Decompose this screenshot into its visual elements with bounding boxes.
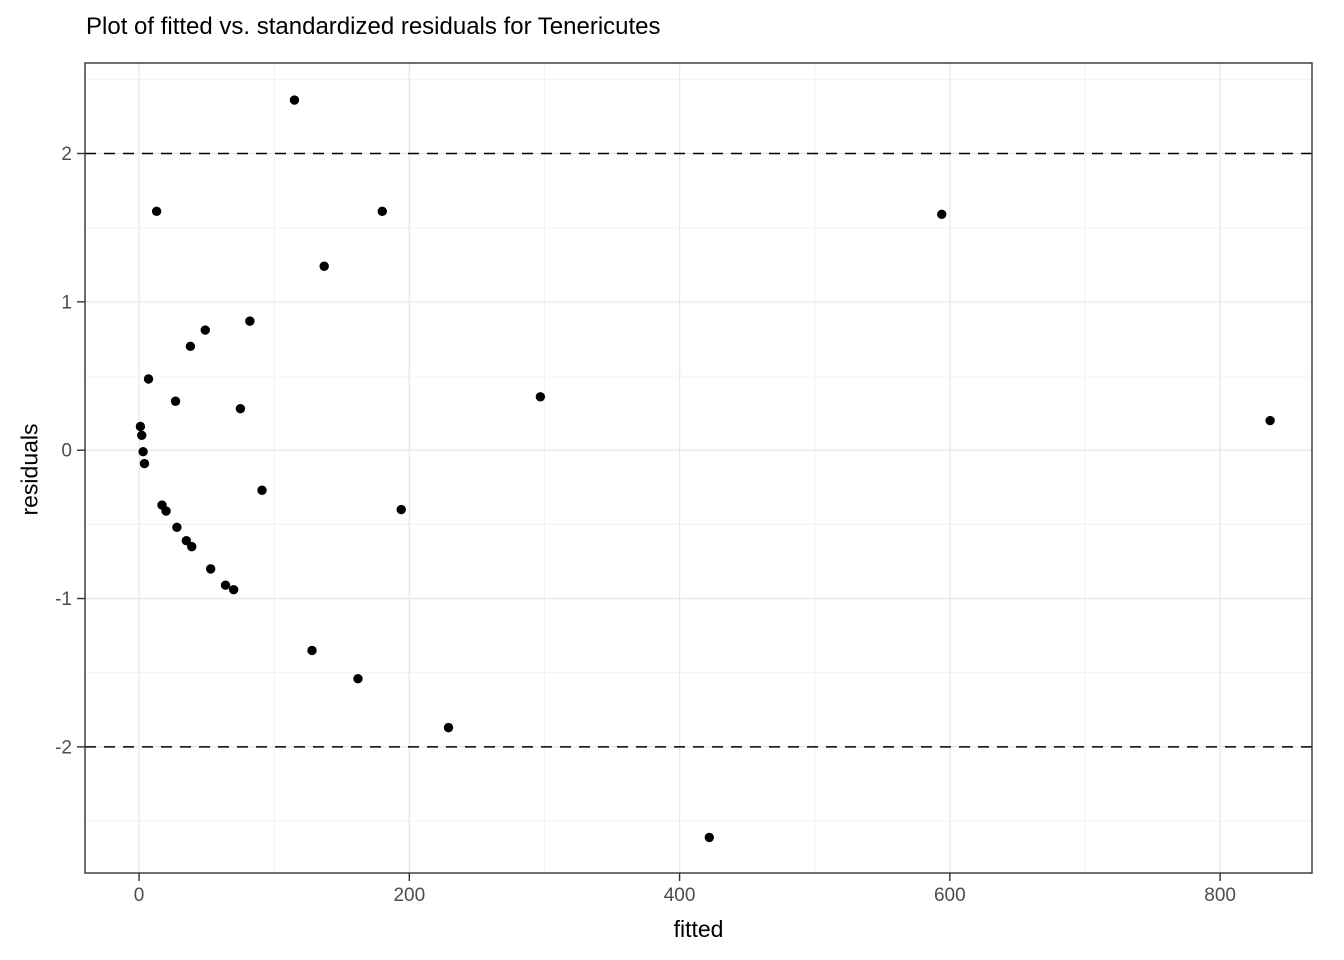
data-point xyxy=(257,485,267,495)
x-tick-label: 600 xyxy=(934,885,966,906)
data-point xyxy=(151,206,162,217)
x-axis-title: fitted xyxy=(673,916,724,942)
data-point xyxy=(138,446,148,457)
y-tick-label: 0 xyxy=(61,441,72,462)
data-point xyxy=(377,206,387,217)
data-point xyxy=(185,341,196,352)
data-point xyxy=(205,564,216,574)
data-point xyxy=(289,95,300,105)
data-point xyxy=(353,673,363,684)
data-point xyxy=(235,403,246,414)
y-tick-label: 2 xyxy=(61,144,72,165)
data-point xyxy=(137,430,147,441)
data-point xyxy=(228,584,239,595)
data-point xyxy=(704,832,715,843)
data-point xyxy=(143,374,154,384)
data-point xyxy=(245,316,255,326)
data-point xyxy=(161,506,171,516)
data-point xyxy=(170,396,181,406)
data-point xyxy=(396,504,406,515)
x-tick-label: 0 xyxy=(134,885,145,906)
plot-title: Plot of fitted vs. standardized residual… xyxy=(86,13,661,40)
x-tick-label: 400 xyxy=(664,885,696,906)
data-point xyxy=(535,392,546,402)
x-tick-label: 200 xyxy=(393,885,425,906)
data-point xyxy=(139,458,150,469)
y-axis-title: residuals xyxy=(16,423,43,516)
data-point xyxy=(135,421,146,432)
data-point xyxy=(1265,415,1275,426)
data-point xyxy=(220,580,231,590)
data-point xyxy=(187,541,197,552)
panel-border xyxy=(84,62,1313,874)
data-point xyxy=(937,209,947,220)
y-tick-label: -1 xyxy=(55,589,72,610)
y-tick-label: 1 xyxy=(61,292,72,313)
y-tick-label: -2 xyxy=(55,737,72,758)
data-point xyxy=(307,645,317,656)
panel-background xyxy=(85,63,1312,873)
data-point xyxy=(200,325,210,335)
data-point xyxy=(172,522,182,533)
data-point xyxy=(181,535,192,546)
x-tick-label: 800 xyxy=(1204,885,1236,906)
data-point xyxy=(443,722,454,733)
data-point xyxy=(319,261,329,271)
